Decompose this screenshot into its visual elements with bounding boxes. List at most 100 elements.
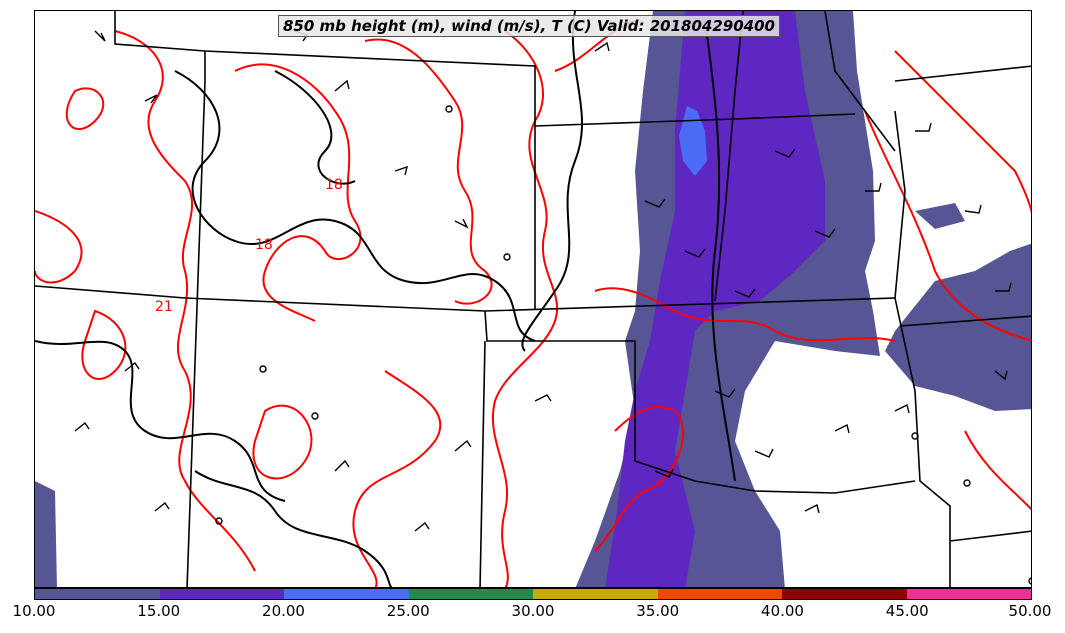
calm-circle — [503, 253, 511, 261]
wind-barb — [594, 41, 610, 52]
wind-barb — [74, 421, 90, 432]
colorbar-tick-label: 50.00 — [1008, 602, 1052, 620]
calm-circle — [215, 517, 223, 525]
colorbar-segment — [657, 589, 782, 599]
state-boundary — [894, 110, 951, 587]
temperature-contour — [864, 110, 1031, 342]
wind-barb — [414, 521, 430, 532]
colorbar-tick-label: 25.00 — [386, 602, 430, 620]
wind-barb — [814, 228, 836, 238]
temperature-labels: 18 18 21 — [155, 177, 343, 315]
state-boundaries — [35, 11, 1031, 587]
state-boundary — [35, 285, 896, 312]
wind-barb — [394, 165, 408, 176]
map-canvas: 18 18 21 — [35, 11, 1031, 587]
state-boundary — [534, 113, 856, 127]
temperature-contour — [35, 210, 83, 284]
state-boundary — [949, 530, 1031, 542]
colorbar-tick-label: 35.00 — [636, 602, 680, 620]
colorbar-segment — [159, 589, 284, 599]
wind-barb — [964, 204, 982, 214]
height-contour — [35, 340, 286, 502]
wind-barb — [734, 288, 756, 298]
wind-barb — [684, 248, 706, 258]
wind-band-sw — [35, 481, 57, 587]
temperature-contour — [81, 309, 127, 381]
height-contour — [704, 20, 736, 482]
wind-barb — [94, 30, 106, 42]
state-boundary — [484, 310, 916, 494]
state-boundary — [894, 65, 1031, 82]
calm-circle — [311, 412, 319, 420]
wind-barb — [334, 79, 350, 92]
colorbar-tick-labels: 10.00 15.00 20.00 25.00 30.00 35.00 40.00 45.00… — [0, 602, 1065, 624]
wind-barb — [534, 394, 552, 402]
colorbar-segment — [35, 589, 160, 599]
calm-circle — [963, 479, 971, 487]
temperature-contour — [234, 63, 362, 322]
wind-speed-colorbar — [34, 588, 1032, 600]
state-boundary — [714, 11, 744, 302]
wind-speed-shading — [35, 11, 1031, 587]
height-contour — [174, 70, 536, 342]
state-boundary — [899, 315, 1031, 327]
temperature-contour — [114, 30, 256, 572]
wind-barb — [454, 439, 472, 452]
map-title: 850 mb height (m), wind (m/s), T (C) Val… — [278, 15, 780, 37]
wind-barb — [994, 370, 1008, 381]
temperature-contours — [35, 20, 1031, 587]
wind-band-20-25 — [679, 106, 707, 176]
map-panel: 18 18 21 — [34, 10, 1032, 588]
calm-circle — [911, 432, 919, 440]
temperature-contour — [964, 430, 1031, 511]
temperature-label: 18 — [325, 177, 343, 193]
wind-barb — [804, 503, 820, 514]
wind-patch-ne — [915, 203, 965, 229]
calm-markers — [215, 105, 1031, 585]
wind-barb — [774, 148, 796, 158]
temperature-label: 21 — [155, 299, 173, 315]
colorbar-segment — [284, 589, 409, 599]
state-boundary — [186, 51, 206, 587]
colorbar-segment — [782, 589, 907, 599]
temperature-contour — [65, 87, 105, 131]
height-contours — [35, 11, 736, 587]
colorbar-tick-label: 30.00 — [511, 602, 555, 620]
temperature-contour — [364, 38, 493, 305]
wind-barb — [714, 388, 736, 398]
colorbar-tick-label: 10.00 — [12, 602, 56, 620]
wind-barb — [995, 282, 1012, 292]
wind-barb — [834, 423, 850, 434]
wind-barb — [334, 459, 350, 472]
wind-barb — [644, 198, 666, 208]
temperature-label: 18 — [255, 237, 273, 253]
wind-barb — [154, 501, 170, 512]
wind-barb — [865, 182, 882, 192]
wind-barb — [124, 361, 140, 372]
colorbar-segment — [408, 589, 533, 599]
state-boundary — [114, 11, 536, 309]
wind-barb — [654, 468, 674, 478]
state-boundary — [824, 11, 896, 152]
height-contour — [274, 70, 356, 185]
wind-barb — [894, 403, 910, 414]
wind-barb — [754, 448, 774, 458]
colorbar-tick-label: 40.00 — [761, 602, 804, 620]
state-boundary — [479, 340, 486, 587]
wind-band-east — [885, 243, 1031, 411]
calm-circle — [259, 365, 267, 373]
temperature-contour — [594, 287, 896, 342]
wind-barb — [454, 218, 469, 229]
colorbar-segment — [906, 589, 1031, 599]
calm-circle — [445, 105, 453, 113]
temperature-contour — [894, 50, 1031, 214]
height-contour — [521, 11, 583, 352]
wind-barbs — [74, 30, 1012, 532]
wind-barb — [144, 94, 158, 104]
calm-circle — [1028, 577, 1031, 585]
temperature-contour — [252, 404, 313, 480]
height-contour — [194, 470, 393, 587]
temperature-contour — [352, 370, 442, 587]
colorbar-tick-label: 20.00 — [262, 602, 305, 620]
temperature-contour — [594, 406, 685, 552]
